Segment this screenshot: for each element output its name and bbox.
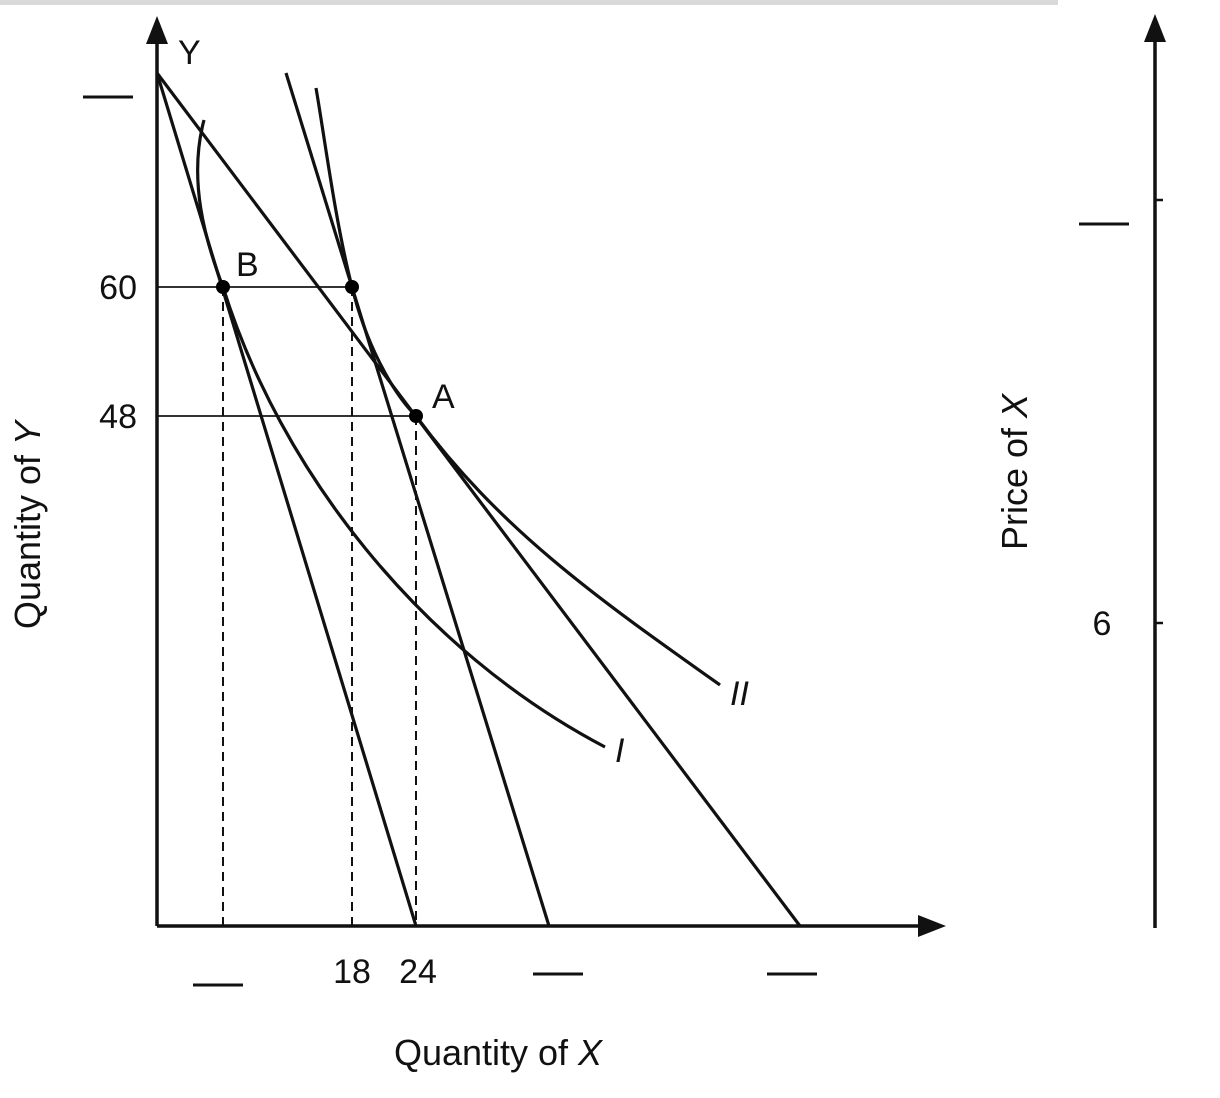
price-axis-arrow <box>1144 14 1166 42</box>
top-edge-bar <box>0 0 1058 5</box>
x-axis-title: Quantity of X <box>394 1032 604 1073</box>
budget-line-2 <box>284 72 551 927</box>
left-panel: Y 60 48 18 24 B A I II Quantity of X Qua… <box>7 16 946 1073</box>
y-axis-arrow <box>146 16 168 44</box>
y-tick-48: 48 <box>99 398 137 436</box>
y-axis-title-var: Y <box>7 418 48 445</box>
y-tick-60: 60 <box>99 269 137 307</box>
price-axis-title-prefix: Price of <box>994 418 1035 550</box>
price-tick-6-label: 6 <box>1093 605 1112 643</box>
point-a-label: A <box>432 378 455 416</box>
price-axis-title-var: X <box>994 392 1035 419</box>
point-x18-y60 <box>345 280 359 294</box>
x-axis-arrow <box>918 915 946 937</box>
budget-line-3 <box>155 72 802 927</box>
y-axis-title-prefix: Quantity of <box>7 445 48 629</box>
point-b <box>216 280 230 294</box>
curve-II-label: II <box>730 675 749 713</box>
x-axis-title-var: X <box>577 1032 604 1073</box>
x-axis-title-prefix: Quantity of <box>394 1032 578 1073</box>
curve-I-label: I <box>615 732 625 770</box>
y-axis-title: Quantity of Y <box>7 418 48 629</box>
x-tick-24: 24 <box>399 953 437 991</box>
price-axis-title: Price of X <box>994 392 1035 550</box>
right-panel: 6 Price of X <box>994 14 1166 928</box>
x-tick-18: 18 <box>333 953 371 991</box>
point-a <box>409 409 423 423</box>
indifference-curve-I <box>196 119 606 749</box>
indifference-curve-II <box>314 87 721 687</box>
y-axis-letter: Y <box>178 34 201 72</box>
budget-line-1 <box>155 72 418 927</box>
point-b-label: B <box>236 246 259 284</box>
